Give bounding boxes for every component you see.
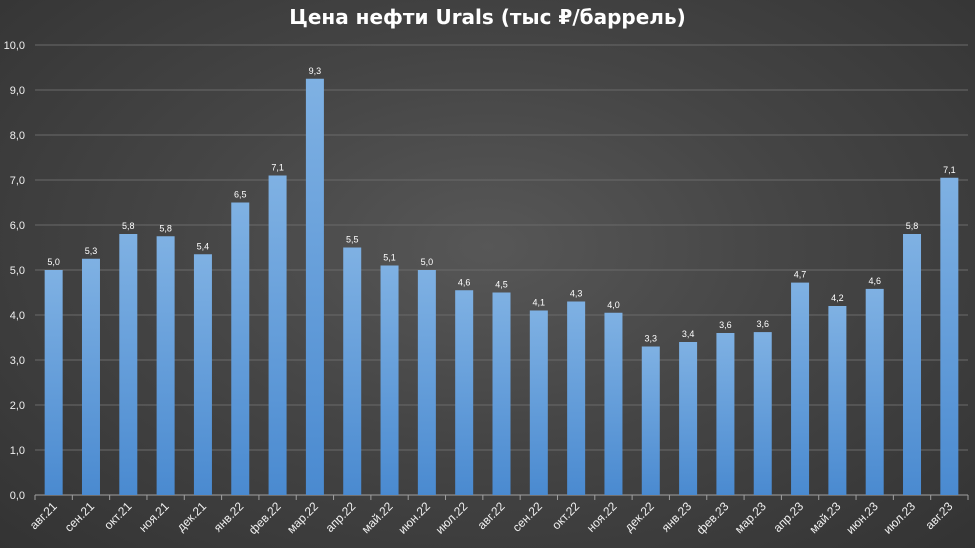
data-labels: 5,0 5,3 5,8 5,8 5,4 6,5 7,1 9,3 5,5 5,1 5,0 4,6 4,5 4… — [47, 66, 955, 344]
x-tick-label: мар.23 — [732, 499, 769, 536]
bar — [641, 346, 660, 495]
bar — [156, 236, 175, 495]
data-label: 7,1 — [943, 165, 956, 175]
data-label: 5,0 — [421, 257, 434, 267]
y-tick-label: 10,0 — [4, 40, 25, 52]
bar — [44, 270, 63, 495]
bar — [305, 78, 324, 495]
data-label: 4,2 — [831, 293, 844, 303]
x-tick-label: ноя.22 — [584, 499, 620, 535]
x-tick-label: авг.21 — [27, 499, 60, 532]
bar — [828, 306, 847, 495]
bar — [492, 292, 511, 495]
data-label: 5,4 — [197, 241, 210, 251]
x-tick-label: авг.23 — [922, 499, 955, 532]
x-tick-label: окт.22 — [549, 499, 582, 532]
x-tick-label: май.22 — [359, 499, 396, 536]
y-tick-label: 6,0 — [10, 220, 25, 232]
bar — [753, 332, 772, 495]
bars — [44, 78, 959, 495]
y-tick-label: 4,0 — [10, 310, 25, 322]
x-tick-label: апр.23 — [770, 499, 806, 535]
x-tick-label: авг.22 — [475, 499, 508, 532]
x-tick-label: июн.22 — [395, 499, 433, 537]
data-label: 6,5 — [234, 190, 247, 200]
x-axis-ticks: авг.21 сен.21 окт.21 ноя.21 дек.21 янв.22 фев.… — [27, 495, 969, 537]
data-label: 3,3 — [645, 334, 658, 344]
bar — [119, 234, 138, 495]
x-tick-label: апр.22 — [323, 499, 359, 535]
bar — [193, 254, 212, 495]
data-label: 4,1 — [533, 298, 546, 308]
data-label: 3,6 — [719, 320, 732, 330]
data-label: 5,8 — [122, 221, 135, 231]
bar — [343, 247, 362, 495]
y-tick-label: 8,0 — [10, 130, 25, 142]
data-label: 3,4 — [682, 329, 695, 339]
bar — [716, 333, 735, 495]
data-label: 4,6 — [868, 276, 881, 286]
y-tick-label: 0,0 — [10, 490, 25, 502]
data-label: 5,5 — [346, 235, 359, 245]
x-tick-label: сен.22 — [510, 499, 546, 535]
x-tick-label: июл.22 — [433, 499, 471, 537]
x-tick-label: июн.23 — [843, 499, 881, 537]
y-tick-label: 7,0 — [10, 175, 25, 187]
x-tick-label: фев.23 — [694, 499, 732, 537]
data-label: 4,3 — [570, 289, 583, 299]
y-tick-label: 2,0 — [10, 400, 25, 412]
data-label: 5,1 — [383, 253, 396, 263]
bar — [380, 265, 399, 495]
x-tick-label: фев.22 — [246, 499, 284, 537]
y-axis-ticks: 0,0 1,0 2,0 3,0 4,0 5,0 6,0 7,0 8,0 9,0 10,0 — [4, 40, 25, 502]
data-label: 5,3 — [85, 246, 98, 256]
bar — [81, 258, 100, 495]
data-label: 5,8 — [159, 223, 172, 233]
x-tick-label: июл.23 — [881, 499, 919, 537]
chart-title: Цена нефти Urals (тыс ₽/баррель) — [289, 5, 686, 29]
bar — [268, 175, 287, 495]
bar — [791, 282, 810, 495]
data-label: 3,6 — [756, 319, 769, 329]
x-tick-label: янв.22 — [211, 499, 247, 535]
x-tick-label: дек.22 — [622, 499, 657, 534]
y-tick-label: 3,0 — [10, 355, 25, 367]
bar — [455, 290, 474, 495]
data-label: 4,7 — [794, 270, 807, 280]
x-tick-label: дек.21 — [174, 499, 209, 534]
bar — [567, 301, 586, 495]
bar — [417, 270, 436, 495]
y-tick-label: 5,0 — [10, 265, 25, 277]
bar — [903, 234, 922, 495]
data-label: 5,8 — [906, 221, 919, 231]
data-label: 7,1 — [271, 163, 284, 173]
y-tick-label: 1,0 — [10, 445, 25, 457]
data-label: 5,0 — [47, 257, 60, 267]
bar — [865, 288, 884, 495]
x-tick-label: сен.21 — [62, 499, 98, 535]
x-tick-label: ноя.21 — [136, 499, 172, 535]
bar — [231, 202, 250, 495]
bar — [940, 177, 959, 495]
x-tick-label: янв.23 — [659, 499, 695, 535]
y-tick-label: 9,0 — [10, 85, 25, 97]
x-tick-label: мар.22 — [284, 499, 321, 536]
x-tick-label: окт.21 — [101, 499, 134, 532]
data-label: 4,6 — [458, 277, 471, 287]
x-tick-label: май.23 — [807, 499, 844, 536]
bar — [679, 342, 698, 495]
data-label: 9,3 — [309, 66, 322, 76]
bar — [529, 310, 548, 495]
data-label: 4,0 — [607, 300, 620, 310]
bar — [604, 312, 623, 495]
data-label: 4,5 — [495, 280, 508, 290]
